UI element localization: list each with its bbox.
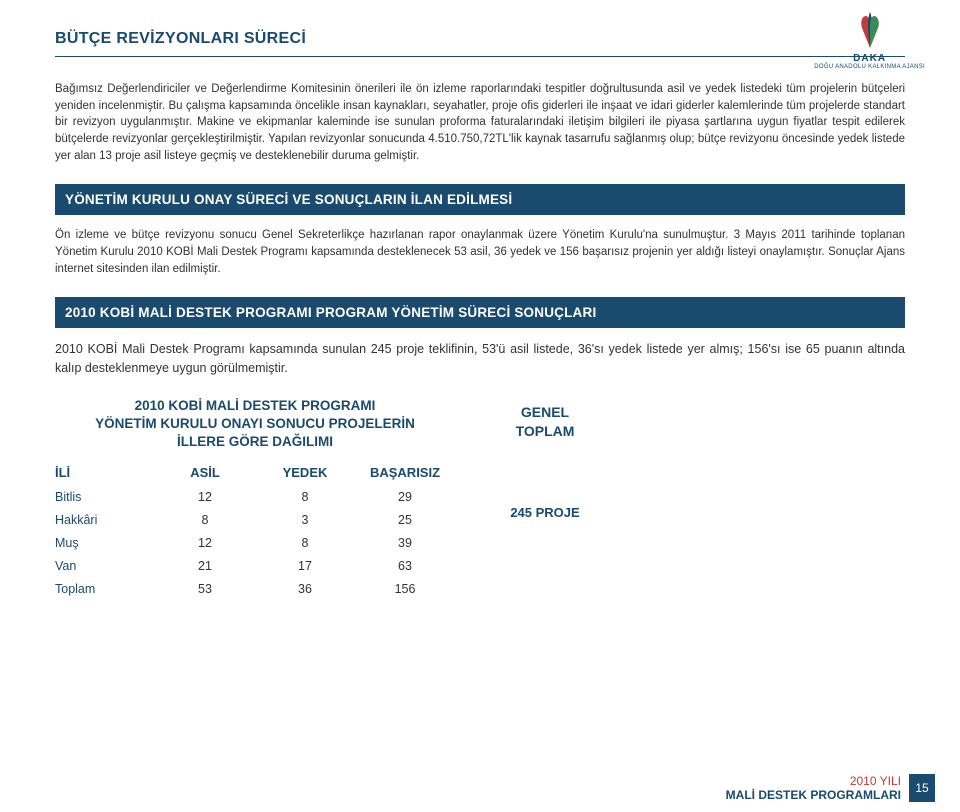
table-cell: Bitlis (55, 490, 155, 504)
section1-title: BÜTÇE REVİZYONLARI SÜRECİ (55, 30, 905, 57)
table-cell: 12 (155, 490, 255, 504)
table-header-left-l2: YÖNETİM KURULU ONAYI SONUCU PROJELERİN (55, 415, 455, 433)
col-head-asil: ASİL (155, 465, 255, 480)
table-cell: Muş (55, 536, 155, 550)
table-header-right: GENEL TOPLAM (455, 397, 635, 452)
footer-program: MALİ DESTEK PROGRAMLARI (726, 788, 901, 802)
table-cell: 53 (155, 582, 255, 596)
table-cell: 39 (355, 536, 455, 550)
col-basarisiz: BAŞARISIZ 29 25 39 63 156 (355, 465, 455, 605)
footer-year: 2010 YILI (726, 774, 901, 788)
table-cell: 8 (255, 536, 355, 550)
col-head-ili: İLİ (55, 465, 155, 480)
grand-total: 245 PROJE (455, 505, 635, 520)
section2-title: YÖNETİM KURULU ONAY SÜRECİ VE SONUÇLARIN… (55, 184, 905, 215)
table-cell: 25 (355, 513, 455, 527)
table-cell: 8 (255, 490, 355, 504)
table-header-left-l3: İLLERE GÖRE DAĞILIMI (55, 433, 455, 451)
col-ili: İLİ Bitlis Hakkâri Muş Van Toplam (55, 465, 155, 605)
logo-subtitle: DOĞU ANADOLU KALKINMA AJANSI (814, 64, 925, 70)
table-cell: 36 (255, 582, 355, 596)
section3-body: 2010 KOBİ Mali Destek Programı kapsamınd… (55, 340, 905, 376)
table-header-left-l1: 2010 KOBİ MALİ DESTEK PROGRAMI (55, 397, 455, 415)
table-header-left: 2010 KOBİ MALİ DESTEK PROGRAMI YÖNETİM K… (55, 397, 455, 452)
tulip-icon (848, 10, 892, 50)
table-cell: 3 (255, 513, 355, 527)
logo-brand: DAKA (814, 53, 925, 64)
table-cell: Hakkâri (55, 513, 155, 527)
page-content: BÜTÇE REVİZYONLARI SÜRECİ Bağımsız Değer… (0, 0, 960, 605)
section2-body: Ön izleme ve bütçe revizyonu sonucu Gene… (55, 227, 905, 277)
table-cell: 21 (155, 559, 255, 573)
section3-title: 2010 KOBİ MALİ DESTEK PROGRAMI PROGRAM Y… (55, 297, 905, 328)
table-header-right-l1: GENEL (455, 403, 635, 422)
table-header-right-l2: TOPLAM (455, 422, 635, 441)
col-head-basarisiz: BAŞARISIZ (355, 465, 455, 480)
col-total: 245 PROJE (455, 465, 635, 605)
table-cell: Toplam (55, 582, 155, 596)
table-cell: 12 (155, 536, 255, 550)
table-cell: 156 (355, 582, 455, 596)
table-cell: 63 (355, 559, 455, 573)
distribution-table: 2010 KOBİ MALİ DESTEK PROGRAMI YÖNETİM K… (55, 397, 905, 606)
page-number: 15 (909, 774, 935, 802)
section1-body: Bağımsız Değerlendiriciler ve Değerlendi… (55, 81, 905, 164)
col-head-yedek: YEDEK (255, 465, 355, 480)
table-cell: Van (55, 559, 155, 573)
table-cell: 29 (355, 490, 455, 504)
page-footer: 2010 YILI MALİ DESTEK PROGRAMLARI 15 (726, 774, 935, 802)
table-cell: 17 (255, 559, 355, 573)
brand-logo: DAKA DOĞU ANADOLU KALKINMA AJANSI (814, 10, 925, 70)
col-yedek: YEDEK 8 3 8 17 36 (255, 465, 355, 605)
col-asil: ASİL 12 8 12 21 53 (155, 465, 255, 605)
table-cell: 8 (155, 513, 255, 527)
